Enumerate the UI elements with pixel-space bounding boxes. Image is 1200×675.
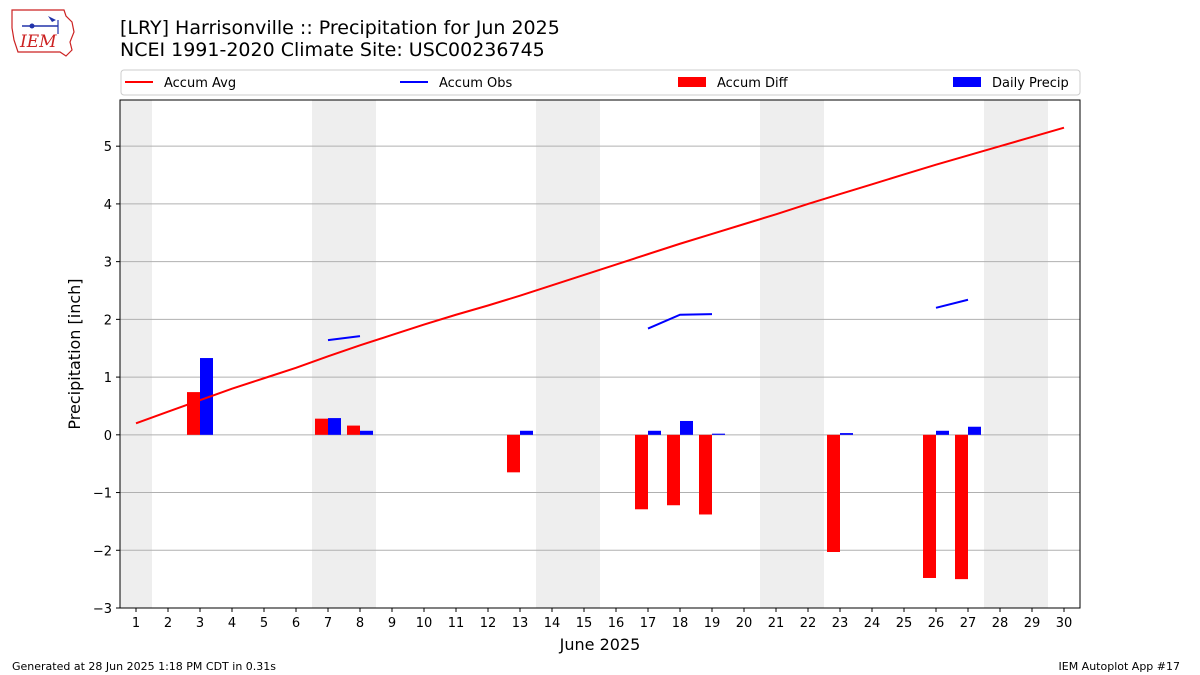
footer-app-id: IEM Autoplot App #17 bbox=[1058, 660, 1181, 673]
weekend-band-2 bbox=[536, 100, 600, 608]
x-axis: 1 2 3 4 5 6 7 8 9 10 11 12 13 14 15 16 17 18 19 20 21 22 23 24 2… bbox=[132, 608, 1072, 631]
weekend-band-3 bbox=[760, 100, 824, 608]
daily-precip-bar-day-3 bbox=[200, 358, 213, 435]
plot-frame bbox=[119, 99, 1081, 609]
legend-label-2: Accum Diff bbox=[717, 76, 789, 91]
x-tick-label: 12 bbox=[480, 616, 497, 631]
daily-precip-bar-day-13 bbox=[520, 430, 533, 435]
iem-logo-graphic: IEM bbox=[11, 9, 75, 57]
x-tick-label: 18 bbox=[672, 616, 689, 631]
daily-precip-bar-day-17 bbox=[648, 430, 661, 435]
accum-obs-line-segment-0 bbox=[327, 335, 361, 342]
weekend-shading bbox=[120, 100, 1048, 608]
y-tick-label: −3 bbox=[93, 602, 112, 617]
weekend-band-0 bbox=[120, 100, 152, 608]
x-tick-label: 4 bbox=[228, 616, 236, 631]
x-tick-label: 21 bbox=[768, 616, 785, 631]
weekend-band-1 bbox=[312, 100, 376, 608]
footer-generated: Generated at 28 Jun 2025 1:18 PM CDT in … bbox=[12, 660, 277, 673]
y-tick-label: 5 bbox=[104, 140, 112, 155]
x-tick-label: 1 bbox=[132, 616, 140, 631]
accum-diff-bar-day-23 bbox=[827, 434, 840, 553]
chart-title-block: [LRY] Harrisonville :: Precipitation for… bbox=[120, 17, 560, 61]
y-axis: −3 −2 −1 0 1 2 3 4 5 bbox=[93, 140, 120, 617]
legend: Accum Avg Accum Obs Accum Diff Daily Precip bbox=[120, 69, 1081, 96]
x-tick-label: 13 bbox=[512, 616, 529, 631]
y-tick-label: 4 bbox=[104, 198, 112, 213]
iem-logo: IEM bbox=[8, 6, 80, 58]
x-tick-label: 6 bbox=[292, 616, 300, 631]
x-tick-label: 23 bbox=[832, 616, 849, 631]
x-tick-label: 9 bbox=[388, 616, 396, 631]
x-tick-label: 27 bbox=[960, 616, 977, 631]
daily-precip-bar-day-26 bbox=[936, 430, 949, 435]
x-axis-label: June 2025 bbox=[559, 635, 641, 654]
accum-diff-bar-day-7 bbox=[315, 418, 328, 435]
accum-diff-bar-day-19 bbox=[699, 434, 712, 515]
legend-label-3: Daily Precip bbox=[992, 76, 1069, 91]
y-tick-label: 2 bbox=[104, 313, 112, 328]
bar-series bbox=[187, 358, 981, 580]
x-tick-label: 19 bbox=[704, 616, 721, 631]
x-tick-label: 3 bbox=[196, 616, 204, 631]
daily-precip-bar-day-7 bbox=[328, 418, 341, 435]
x-tick-label: 7 bbox=[324, 616, 332, 631]
x-tick-label: 17 bbox=[640, 616, 657, 631]
x-tick-label: 24 bbox=[864, 616, 881, 631]
accum-diff-bar-day-8 bbox=[347, 425, 360, 435]
x-tick-label: 16 bbox=[608, 616, 625, 631]
iem-logo-text: IEM bbox=[19, 32, 57, 52]
x-tick-label: 5 bbox=[260, 616, 268, 631]
accum-diff-bar-day-3 bbox=[187, 392, 200, 435]
legend-label-0: Accum Avg bbox=[164, 76, 236, 91]
chart-title: [LRY] Harrisonville :: Precipitation for… bbox=[120, 17, 560, 39]
weekend-band-4 bbox=[984, 100, 1048, 608]
x-tick-label: 14 bbox=[544, 616, 561, 631]
daily-precip-bar-day-8 bbox=[360, 430, 373, 435]
y-tick-label: 1 bbox=[104, 371, 112, 386]
chart-subtitle: NCEI 1991-2020 Climate Site: USC00236745 bbox=[120, 39, 545, 61]
x-tick-label: 15 bbox=[576, 616, 593, 631]
accum-avg-line bbox=[135, 126, 1065, 425]
x-tick-label: 2 bbox=[164, 616, 172, 631]
line-series bbox=[135, 126, 1065, 425]
y-tick-label: 0 bbox=[104, 429, 112, 444]
x-tick-label: 26 bbox=[928, 616, 945, 631]
x-tick-label: 29 bbox=[1024, 616, 1041, 631]
legend-label-1: Accum Obs bbox=[439, 76, 512, 91]
daily-precip-bar-day-19 bbox=[712, 433, 725, 435]
x-tick-label: 20 bbox=[736, 616, 753, 631]
accum-diff-bar-day-27 bbox=[955, 434, 968, 580]
y-axis-label: Precipitation [inch] bbox=[65, 278, 84, 429]
daily-precip-bar-day-18 bbox=[680, 420, 693, 435]
daily-precip-bar-day-23 bbox=[840, 433, 853, 435]
x-tick-label: 10 bbox=[416, 616, 433, 631]
y-tick-label: −1 bbox=[93, 487, 112, 502]
accum-diff-bar-day-18 bbox=[667, 434, 680, 506]
accum-diff-bar-day-26 bbox=[923, 434, 936, 578]
x-tick-label: 28 bbox=[992, 616, 1009, 631]
legend-swatch-3 bbox=[953, 77, 981, 87]
accum-diff-bar-day-17 bbox=[635, 434, 648, 510]
legend-swatch-2 bbox=[678, 77, 706, 87]
y-tick-label: 3 bbox=[104, 256, 112, 271]
daily-precip-bar-day-27 bbox=[968, 426, 981, 435]
x-tick-label: 11 bbox=[448, 616, 465, 631]
accum-obs-line-segment-2 bbox=[935, 298, 969, 309]
x-tick-label: 8 bbox=[356, 616, 364, 631]
x-tick-label: 30 bbox=[1056, 616, 1073, 631]
x-tick-label: 22 bbox=[800, 616, 817, 631]
x-tick-label: 25 bbox=[896, 616, 913, 631]
accum-obs-line-segment-1 bbox=[647, 313, 713, 330]
accum-diff-bar-day-13 bbox=[507, 434, 520, 473]
y-tick-label: −2 bbox=[93, 544, 112, 559]
legend-box bbox=[120, 69, 1081, 96]
